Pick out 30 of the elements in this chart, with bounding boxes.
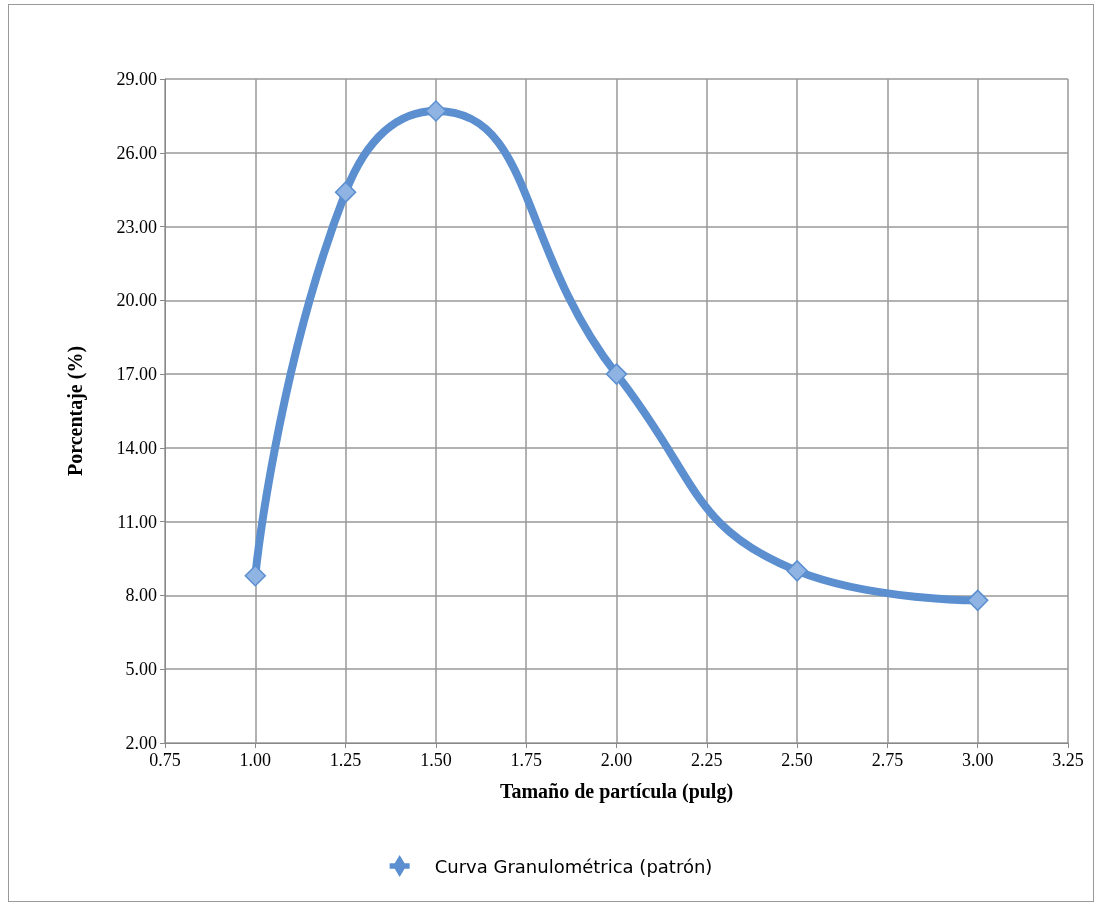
point [966,589,989,612]
y-tick-label: 26.00 [116,142,157,163]
x-tick-label: 2.50 [781,750,813,770]
x-tick-label: 2.75 [871,750,904,770]
point [425,100,447,122]
point [786,560,808,582]
y-tick-label: 17.00 [116,364,157,385]
point [334,181,357,203]
legend-label: Curva Granulométrica (patrón) [434,855,713,877]
y-tick-label: 8.00 [125,585,157,606]
y-tick-label: 29.00 [116,69,157,89]
x-tick-label: 3.00 [961,750,994,770]
y-tick-label: 23.00 [116,216,157,237]
x-tick-label: 2.00 [600,750,633,770]
point [244,565,267,587]
x-tick-label: 0.75 [149,750,181,770]
x-axis-title: Tamaño de partícula (pulg) [499,780,734,803]
x-tick-label: 1.50 [420,750,452,770]
point [605,363,628,385]
y-tick-label: 11.00 [117,511,157,532]
y-tick-label: 5.00 [125,659,157,680]
y-tick-label: 20.00 [116,290,157,311]
x-tick-label: 3.25 [1052,750,1084,770]
y-axis-title: Porcentaje (%) [64,345,87,477]
y-tick-label: 2.00 [125,733,157,753]
x-tick-label: 2.25 [691,750,723,770]
x-tick-label: 1.75 [510,750,542,770]
x-tick-label: 1.25 [329,750,362,770]
y-tick-label: 14.00 [116,437,157,458]
x-tick-label: 1.00 [239,750,272,770]
